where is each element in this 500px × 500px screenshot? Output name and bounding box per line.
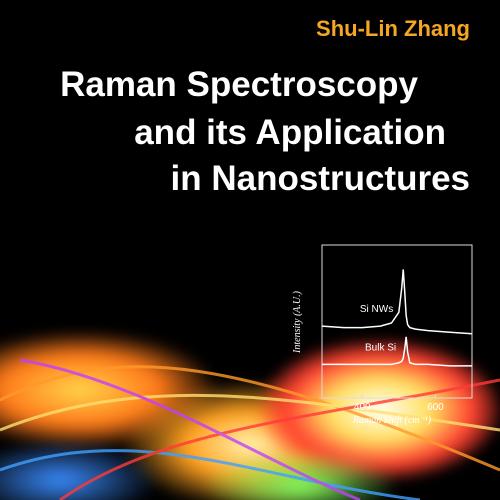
curve — [0, 365, 500, 472]
x-tick-label: 600 — [427, 402, 444, 413]
title-line: in Nanostructures — [171, 159, 471, 198]
spectrum-line — [322, 336, 472, 367]
curve — [19, 358, 361, 500]
title-line: and its Application — [134, 113, 446, 152]
x-tick-label: 400 — [354, 402, 371, 413]
series-label: Bulk Si — [365, 342, 396, 353]
spectrum-line — [321, 269, 473, 335]
series-label: Si NWs — [360, 304, 393, 315]
x-axis-label: Raman Shift (cm⁻¹) — [352, 415, 432, 426]
y-axis-label: Intensity (A.U.) — [292, 290, 303, 354]
curve — [59, 378, 500, 500]
curve — [0, 393, 500, 432]
author: Shu-Lin Zhang — [316, 16, 470, 41]
curve — [0, 449, 421, 500]
plot-frame — [321, 244, 473, 399]
spectrum-inset: Intensity (A.U.) Raman Shift (cm⁻¹) 400 6… — [292, 244, 473, 426]
title-line: Raman Spectroscopy — [60, 65, 418, 104]
light-curves — [0, 358, 500, 500]
